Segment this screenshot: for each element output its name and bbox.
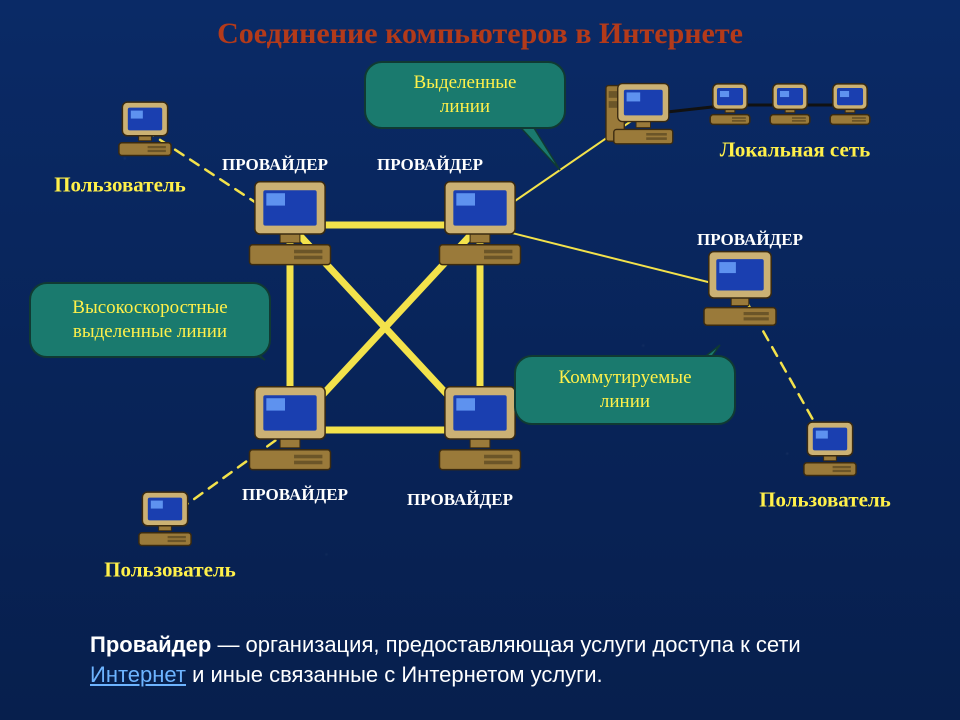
definition-body1: — организация, предоставляющая услуги до… <box>211 632 800 657</box>
edge-p1-p4 <box>290 225 480 430</box>
label-p4: ПРОВАЙДЕР <box>407 490 513 510</box>
label-u3: Пользователь <box>759 488 891 513</box>
callout-c2: Высокоскоростные выделенные линии <box>29 282 271 358</box>
label-p2: ПРОВАЙДЕР <box>377 155 483 175</box>
definition-text: Провайдер — организация, предоставляющая… <box>90 630 890 689</box>
label-u2: Пользователь <box>104 558 236 583</box>
server-lanS-icon <box>604 79 676 151</box>
label-p3: ПРОВАЙДЕР <box>242 485 348 505</box>
edge-p2-p3 <box>290 225 480 430</box>
provider-p2-icon <box>435 180 525 270</box>
definition-term: Провайдер <box>90 632 211 657</box>
edge-u3-p5 <box>740 290 830 450</box>
provider-p1-icon <box>245 180 335 270</box>
edge-p2-lanS <box>480 115 640 225</box>
edge-u2-p3 <box>165 430 290 520</box>
slide-title: Соединение компьютеров в Интернете <box>217 17 743 51</box>
provider-p5-icon <box>700 250 780 330</box>
user-lan3-icon <box>828 83 872 127</box>
definition-body2: и иные связанные с Интернетом услуги. <box>186 662 603 687</box>
user-lan2-icon <box>768 83 812 127</box>
label-u1: Пользователь <box>54 173 186 198</box>
edge-lanS-lan1 <box>640 105 730 115</box>
label-lan: Локальная сеть <box>720 138 871 163</box>
label-p1: ПРОВАЙДЕР <box>222 155 328 175</box>
label-p5: ПРОВАЙДЕР <box>697 230 803 250</box>
diagram-stage: Соединение компьютеров в Интернете <box>0 0 960 720</box>
user-u2-icon <box>136 491 194 549</box>
definition-link[interactable]: Интернет <box>90 662 186 687</box>
provider-p4-icon <box>435 385 525 475</box>
user-u3-icon <box>801 421 859 479</box>
callout-c1: Выделенные линии <box>364 61 566 129</box>
callout-c3: Коммутируемые линии <box>514 355 736 425</box>
provider-p3-icon <box>245 385 335 475</box>
user-u1-icon <box>116 101 174 159</box>
user-lan1-icon <box>708 83 752 127</box>
